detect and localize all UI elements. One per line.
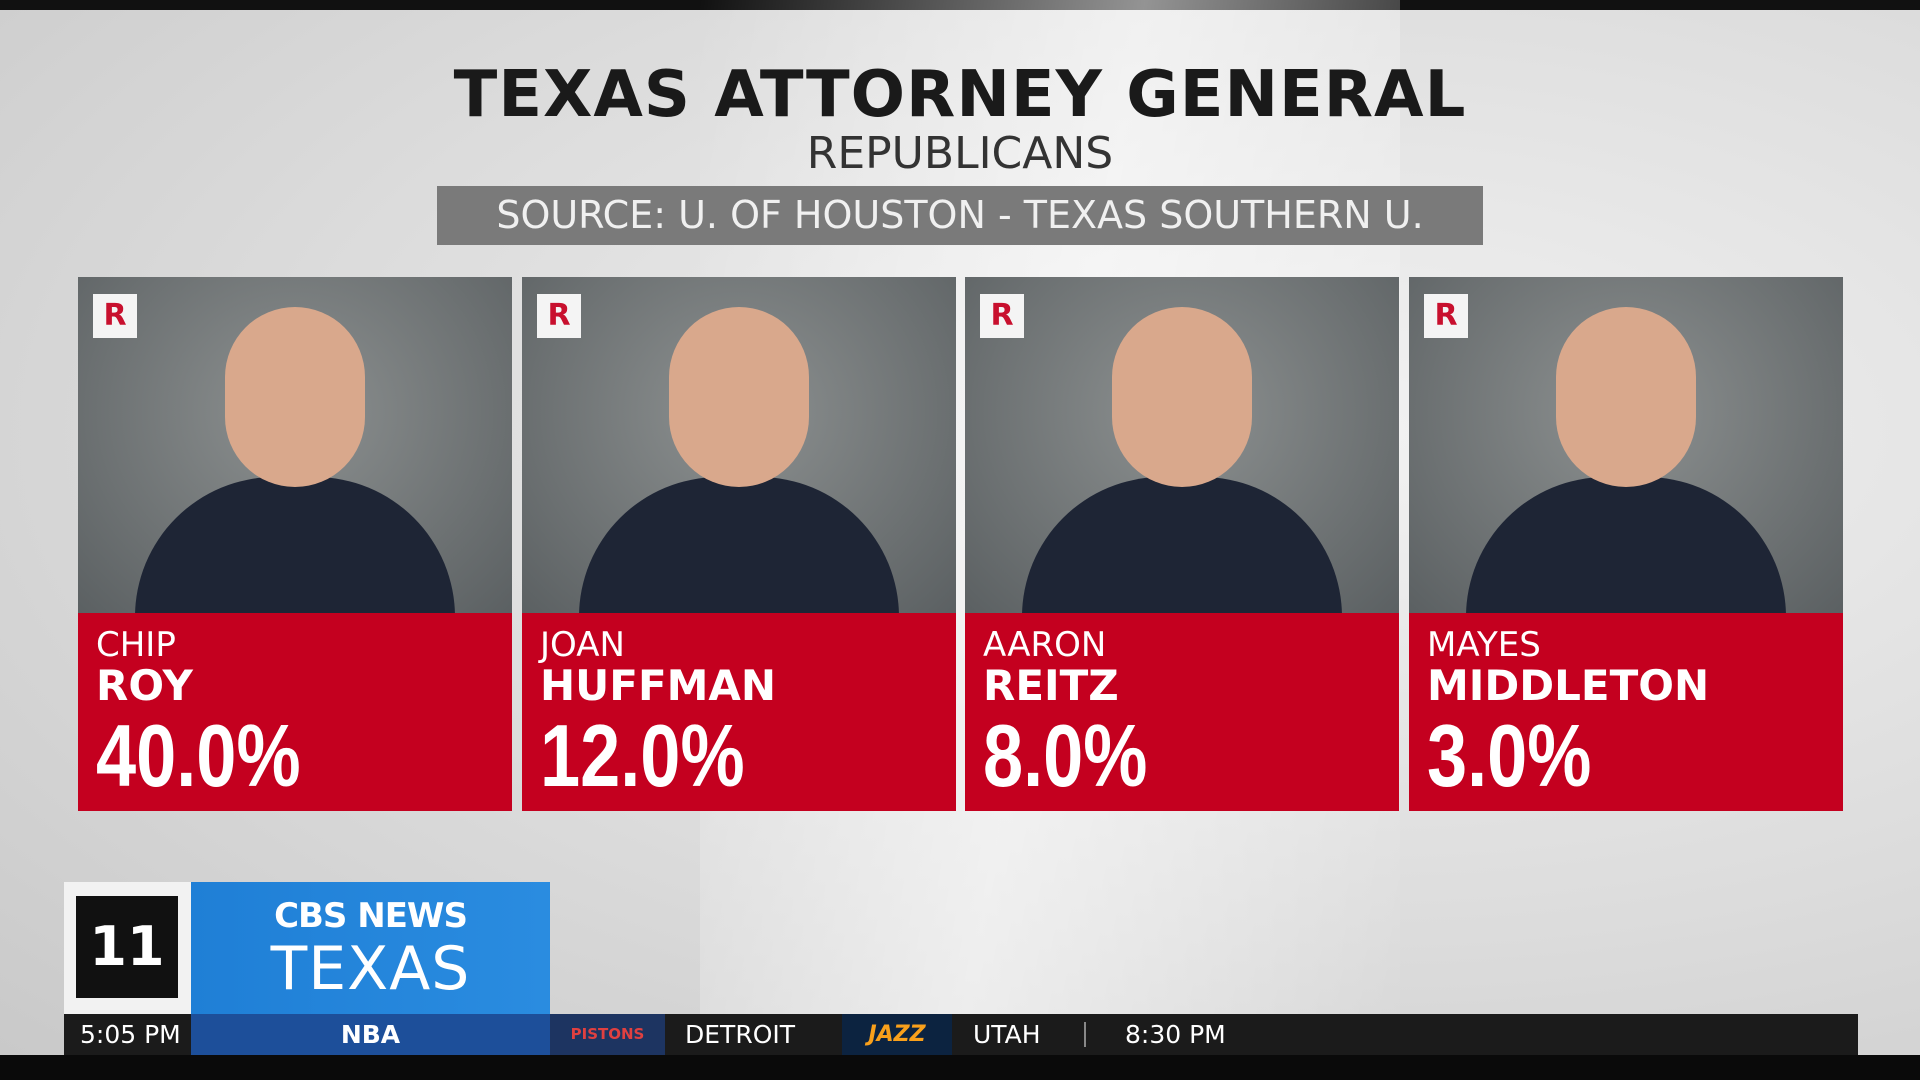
subtitle: REPUBLICANS: [806, 128, 1114, 179]
photo-head: [669, 307, 809, 487]
poll-percent: 8.0%: [983, 706, 1148, 805]
photo-head: [225, 307, 365, 487]
first-name: CHIP: [96, 625, 176, 665]
channel-logo: 11: [76, 896, 178, 998]
network-region: TEXAS: [270, 934, 471, 1004]
title: TEXAS ATTORNEY GENERAL: [453, 58, 1467, 132]
photo-body: [579, 477, 899, 613]
candidate-photo: R: [965, 277, 1399, 613]
result-panel: JOAN HUFFMAN 12.0%: [522, 613, 956, 811]
result-panel: CHIP ROY 40.0%: [78, 613, 512, 811]
poll-percent: 12.0%: [540, 706, 745, 805]
ticker-game-time: 8:30 PM: [1125, 1020, 1226, 1049]
party-badge: R: [93, 294, 137, 338]
first-name: MAYES: [1427, 625, 1541, 665]
result-panel: MAYES MIDDLETON 3.0%: [1409, 613, 1843, 811]
poll-percent: 3.0%: [1427, 706, 1592, 805]
candidate-card: R AARON REITZ 8.0%: [965, 277, 1399, 811]
candidate-card: R CHIP ROY 40.0%: [78, 277, 512, 811]
candidate-photo: R: [78, 277, 512, 613]
team2-logo: JAZZ: [842, 1014, 952, 1055]
party-badge: R: [980, 294, 1024, 338]
ticker-time: 5:05 PM: [80, 1020, 181, 1049]
first-name: JOAN: [540, 625, 625, 665]
ticker: 5:05 PM NBA PISTONS DETROIT JAZZ UTAH 8:…: [64, 1014, 1858, 1055]
candidate-photo: R: [522, 277, 956, 613]
source: SOURCE: U. OF HOUSTON - TEXAS SOUTHERN U…: [437, 186, 1483, 245]
network-name: CBS NEWS: [274, 896, 468, 936]
photo-head: [1112, 307, 1252, 487]
party-badge: R: [537, 294, 581, 338]
first-name: AARON: [983, 625, 1107, 665]
result-panel: AARON REITZ 8.0%: [965, 613, 1399, 811]
photo-body: [1022, 477, 1342, 613]
ticker-team2: UTAH: [973, 1020, 1041, 1049]
ticker-league: NBA: [191, 1014, 550, 1055]
last-name: HUFFMAN: [540, 661, 777, 710]
ticker-team1: DETROIT: [685, 1020, 796, 1049]
poll-percent: 40.0%: [96, 706, 301, 805]
bottom-bar: [0, 1055, 1920, 1080]
party-badge: R: [1424, 294, 1468, 338]
network-logo: CBS NEWS TEXAS: [191, 882, 550, 1014]
team1-logo: PISTONS: [550, 1014, 665, 1055]
candidate-card: R JOAN HUFFMAN 12.0%: [522, 277, 956, 811]
last-name: REITZ: [983, 661, 1119, 710]
candidate-photo: R: [1409, 277, 1843, 613]
last-name: ROY: [96, 661, 193, 710]
last-name: MIDDLETON: [1427, 661, 1710, 710]
photo-head: [1556, 307, 1696, 487]
ticker-divider: [1084, 1022, 1086, 1047]
candidate-card: R MAYES MIDDLETON 3.0%: [1409, 277, 1843, 811]
photo-body: [135, 477, 455, 613]
photo-body: [1466, 477, 1786, 613]
